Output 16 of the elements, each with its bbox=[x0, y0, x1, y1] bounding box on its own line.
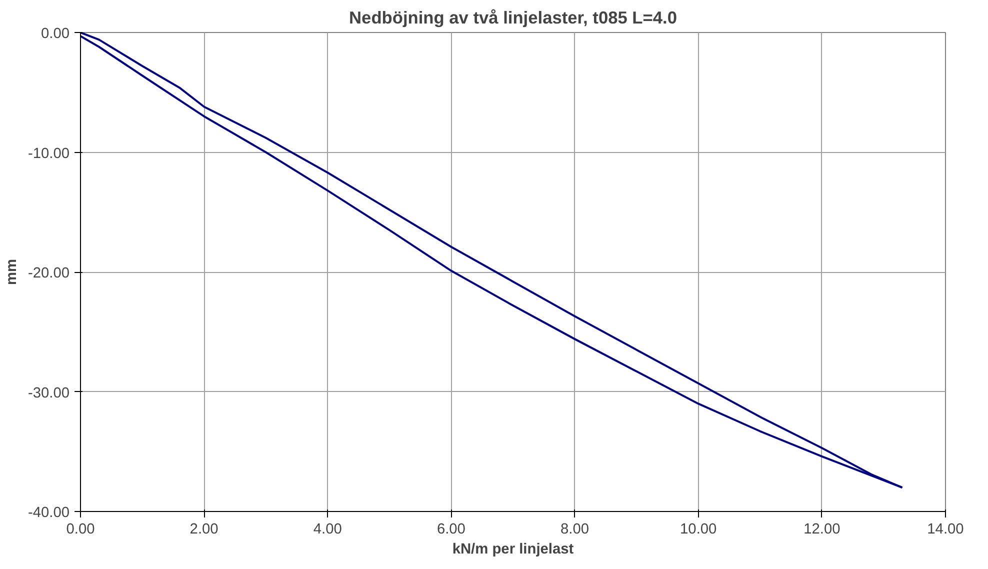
y-tick-label: 0.00 bbox=[40, 26, 70, 42]
x-tick-label: 6.00 bbox=[436, 522, 466, 538]
x-tick-label: 8.00 bbox=[560, 522, 590, 538]
x-tick-label: 4.00 bbox=[313, 522, 342, 538]
x-tick-label: 0.00 bbox=[66, 522, 95, 538]
x-axis-title: kN/m per linjelast bbox=[452, 542, 574, 558]
y-tick-label: -10.00 bbox=[28, 146, 70, 162]
x-tick-label: 14.00 bbox=[927, 522, 964, 538]
y-tick-label: -40.00 bbox=[28, 505, 70, 521]
y-axis-title: mm bbox=[4, 258, 20, 286]
y-tick-label: -20.00 bbox=[28, 266, 70, 282]
x-tick-label: 2.00 bbox=[190, 522, 218, 538]
x-tick-label: 10.00 bbox=[680, 522, 717, 538]
x-tick-label: 12.00 bbox=[804, 522, 840, 538]
y-tick-label: -30.00 bbox=[28, 385, 70, 402]
chart-title: Nedböjning av två linjelaster, t085 L=4.0 bbox=[349, 8, 677, 28]
